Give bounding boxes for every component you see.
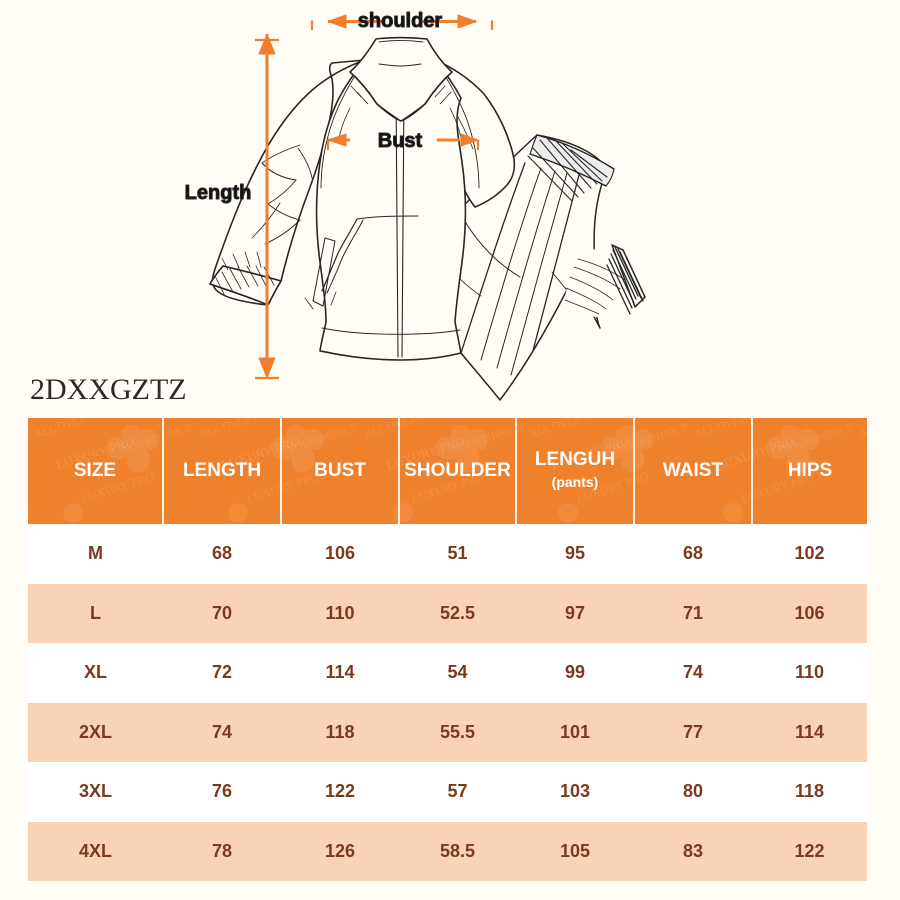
svg-text:shoulder: shoulder: [358, 10, 443, 32]
svg-text:Length: Length: [185, 182, 252, 204]
svg-text:Bust: Bust: [378, 130, 423, 152]
